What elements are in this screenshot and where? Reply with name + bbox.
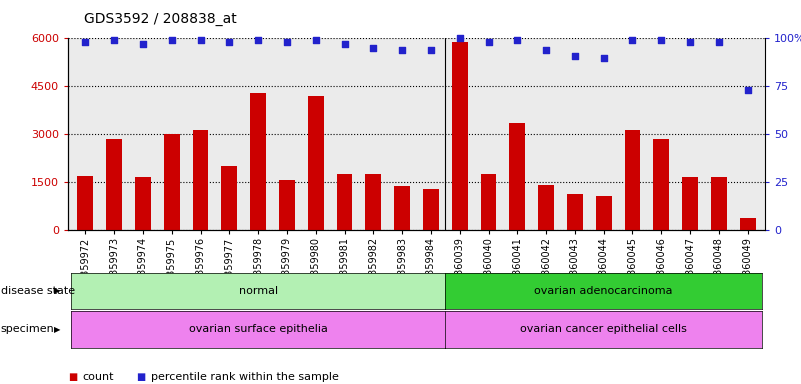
Point — [741, 87, 754, 93]
Point — [367, 45, 380, 51]
Bar — [452, 41, 468, 230]
Point — [79, 39, 92, 45]
Text: specimen: specimen — [1, 324, 54, 334]
Point — [626, 37, 639, 43]
Bar — [365, 174, 381, 230]
Bar — [625, 129, 641, 230]
Bar — [279, 180, 295, 230]
Point — [712, 39, 725, 45]
Point — [482, 39, 495, 45]
Bar — [221, 166, 237, 230]
Bar — [509, 123, 525, 230]
Point — [136, 41, 149, 47]
Point — [655, 37, 668, 43]
Bar — [164, 134, 179, 230]
Point — [396, 47, 409, 53]
Point — [598, 55, 610, 61]
Bar — [107, 139, 122, 230]
Point — [194, 37, 207, 43]
Bar — [538, 185, 554, 230]
Point — [280, 39, 293, 45]
Bar — [740, 218, 755, 230]
Point — [165, 37, 178, 43]
Text: ▶: ▶ — [54, 325, 60, 334]
Bar — [682, 177, 698, 230]
Bar — [423, 189, 439, 230]
Text: ovarian surface epithelia: ovarian surface epithelia — [189, 324, 328, 334]
Text: ■: ■ — [136, 372, 146, 382]
Bar — [596, 196, 612, 230]
Text: disease state: disease state — [1, 286, 75, 296]
Point — [453, 35, 466, 41]
Bar — [394, 186, 410, 230]
Point — [223, 39, 235, 45]
Point — [108, 37, 121, 43]
Point — [684, 39, 697, 45]
Bar — [654, 139, 669, 230]
Bar — [481, 174, 497, 230]
Text: GDS3592 / 208838_at: GDS3592 / 208838_at — [84, 12, 237, 25]
Point — [540, 47, 553, 53]
Bar — [567, 194, 583, 230]
Point — [252, 37, 264, 43]
Text: ovarian cancer epithelial cells: ovarian cancer epithelial cells — [521, 324, 687, 334]
Point — [569, 53, 582, 59]
Bar — [336, 174, 352, 230]
Point — [511, 37, 524, 43]
Bar — [192, 129, 208, 230]
Text: percentile rank within the sample: percentile rank within the sample — [151, 372, 339, 382]
Text: ovarian adenocarcinoma: ovarian adenocarcinoma — [534, 286, 673, 296]
Point — [309, 37, 322, 43]
Text: normal: normal — [239, 286, 278, 296]
Bar — [135, 177, 151, 230]
Text: ■: ■ — [68, 372, 78, 382]
Point — [338, 41, 351, 47]
Bar — [711, 177, 727, 230]
Point — [425, 47, 437, 53]
Bar — [78, 176, 93, 230]
Bar — [250, 93, 266, 230]
Bar — [308, 96, 324, 230]
Text: count: count — [83, 372, 114, 382]
Text: ▶: ▶ — [54, 286, 60, 295]
